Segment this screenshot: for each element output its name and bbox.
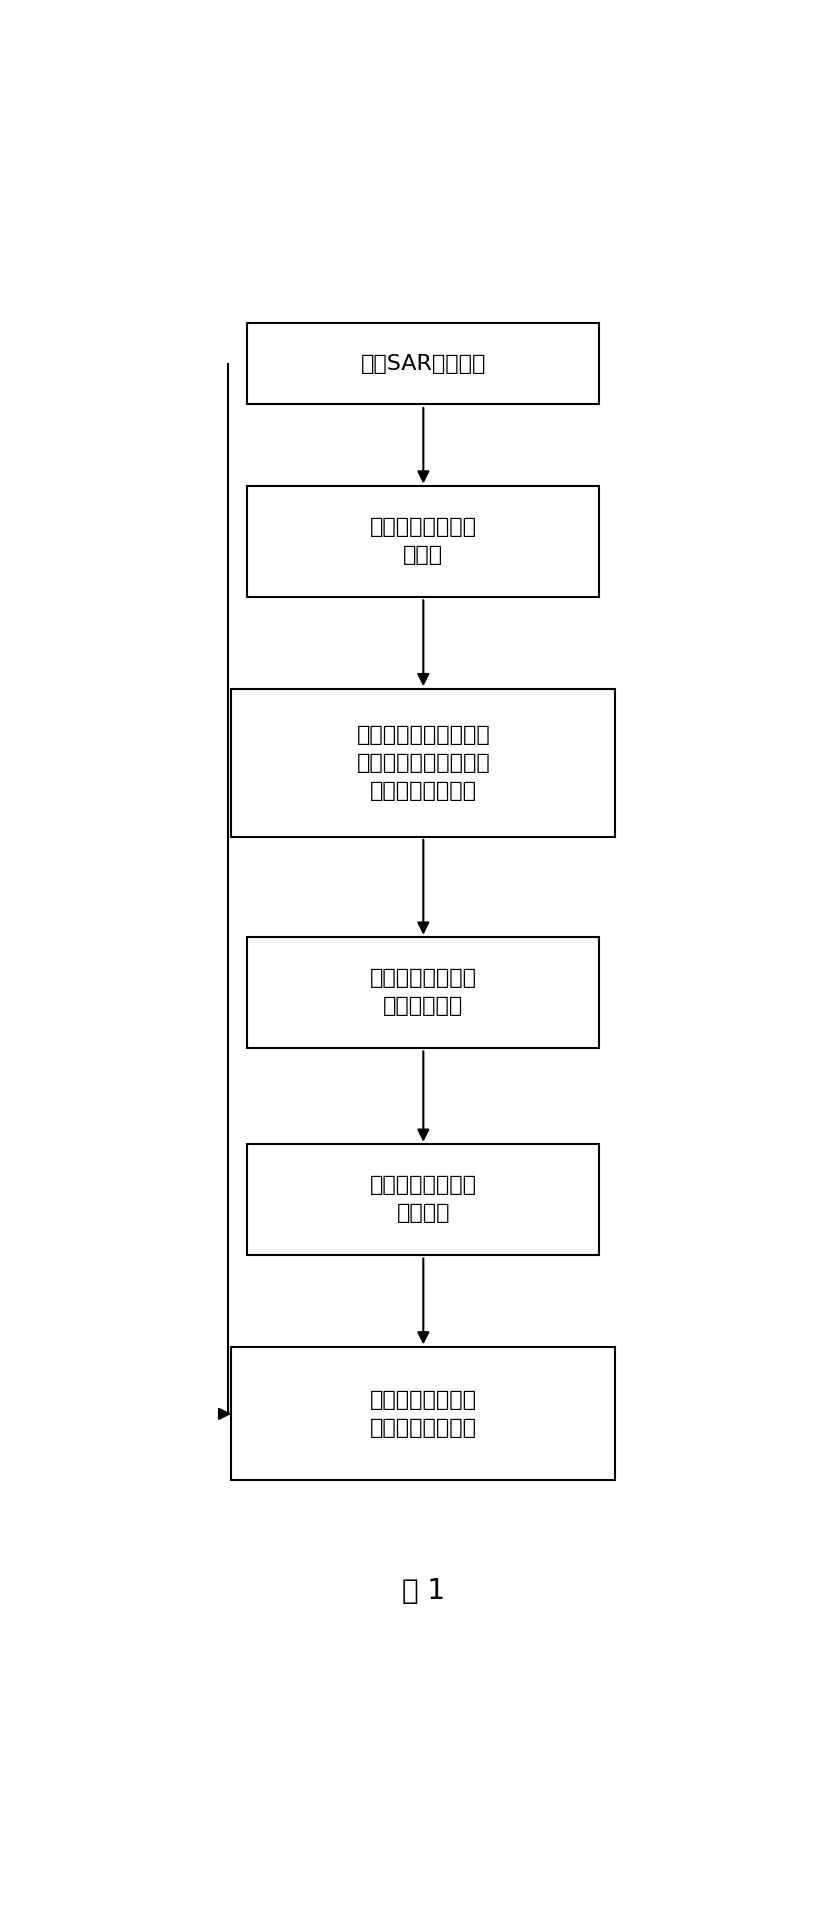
Bar [247, 1143, 600, 1254]
Text: 海面SAR回波信号: 海面SAR回波信号 [361, 353, 486, 375]
Bar [231, 690, 615, 838]
Bar [231, 1347, 615, 1481]
Text: 采用常规算法进行
初成像: 采用常规算法进行 初成像 [370, 517, 477, 565]
Bar [247, 486, 600, 597]
Text: 图 1: 图 1 [401, 1577, 445, 1606]
Bar [247, 937, 600, 1047]
Text: 构造新的方位向匹
配滤波器: 构造新的方位向匹 配滤波器 [370, 1176, 477, 1224]
Text: 计算方位向和距离
向速度修正量: 计算方位向和距离 向速度修正量 [370, 968, 477, 1016]
Bar [247, 323, 600, 403]
Text: 用波浪谱反演算法估算
海面波浪主分量在方位
向和距离向的波数: 用波浪谱反演算法估算 海面波浪主分量在方位 向和距离向的波数 [357, 724, 490, 801]
Text: 对回波重新成像，
去除时变模糊效应: 对回波重新成像， 去除时变模糊效应 [370, 1391, 477, 1437]
